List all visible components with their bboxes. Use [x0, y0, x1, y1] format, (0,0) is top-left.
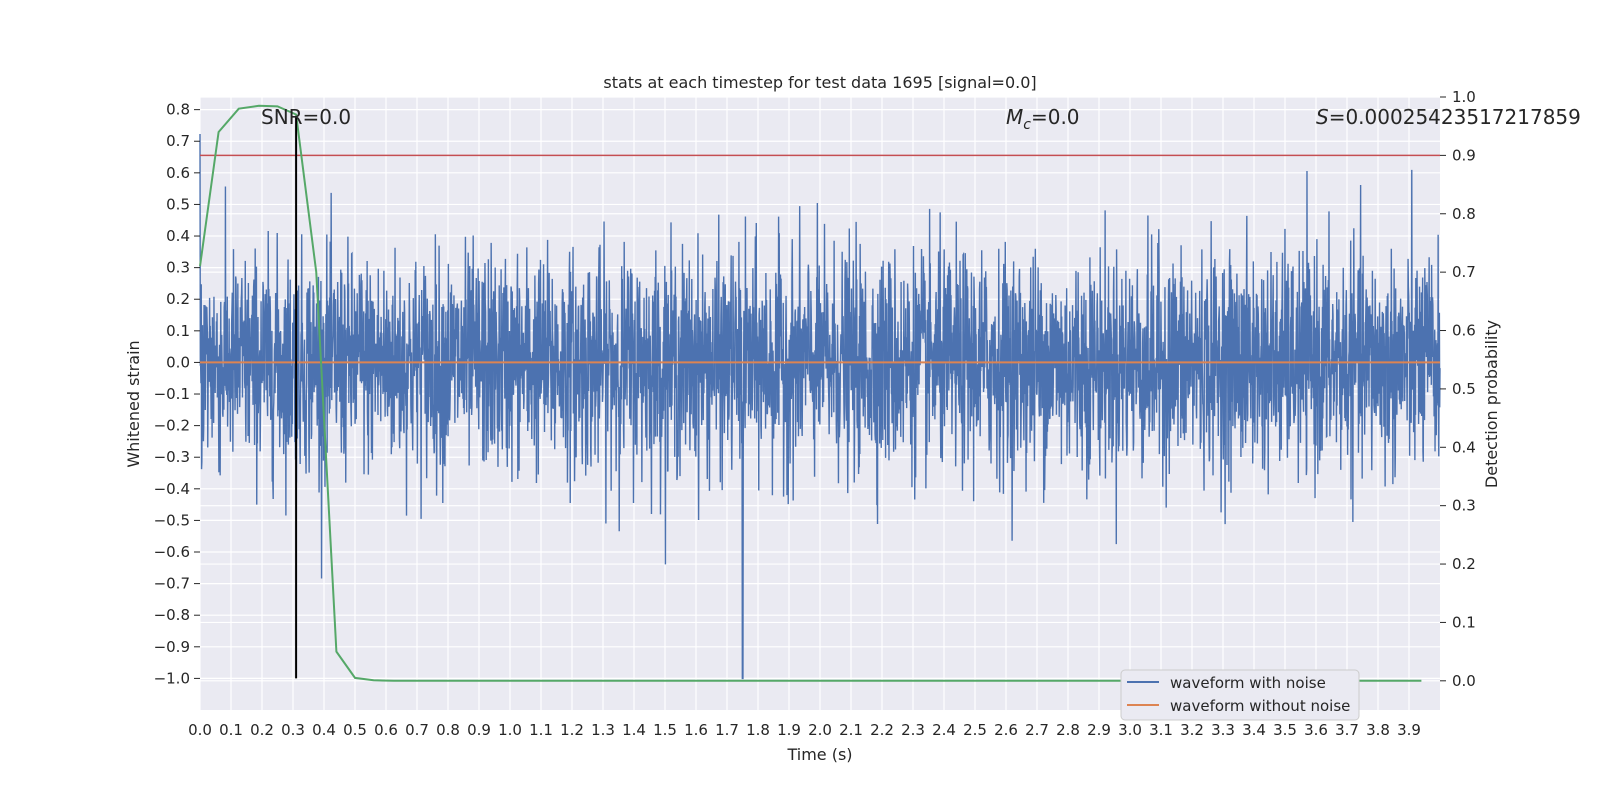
- y-tick-label-left: −0.4: [154, 480, 190, 498]
- y-tick-label-left: −0.2: [154, 417, 190, 435]
- x-tick-label: 0.1: [219, 721, 243, 739]
- y-tick-label-left: −0.7: [154, 575, 190, 593]
- legend-box: [1120, 669, 1360, 721]
- x-tick-label: 3.6: [1304, 721, 1328, 739]
- x-tick-label: 1.2: [560, 721, 584, 739]
- y-tick-label-right: 0.6: [1452, 322, 1476, 340]
- y-tick-label-left: −0.9: [154, 638, 190, 656]
- x-tick-label: 2.8: [1056, 721, 1080, 739]
- y-tick-label-right: 0.1: [1452, 613, 1476, 631]
- x-tick-label: 3.3: [1211, 721, 1235, 739]
- x-axis-label: Time (s): [786, 745, 852, 764]
- y-tick-label-left: −0.3: [154, 448, 190, 466]
- y-tick-label-left: 0.3: [166, 259, 190, 277]
- y-tick-label-left: −0.8: [154, 606, 190, 624]
- x-tick-label: 1.0: [498, 721, 522, 739]
- x-tick-label: 0.9: [467, 721, 491, 739]
- annotation-mc-value: =0.0: [1031, 105, 1080, 129]
- y-tick-label-left: 0.5: [166, 195, 190, 213]
- annotation-mc-subscript: c: [1023, 117, 1031, 133]
- series-lines: [199, 104, 1440, 682]
- y-axis-label-right: Detection probability: [1482, 320, 1501, 488]
- y-tick-label-left: 0.7: [166, 132, 190, 150]
- series-waveform-with-noise: [199, 133, 1441, 680]
- y-tick-label-left: 0.4: [166, 227, 190, 245]
- annotation-snr: SNR=0.0: [261, 105, 351, 129]
- legend-label-noise: waveform with noise: [1170, 674, 1326, 692]
- x-tick-label: 1.5: [653, 721, 677, 739]
- x-tick-label: 3.4: [1242, 721, 1266, 739]
- annotation-mc: Mc=0.0: [1006, 105, 1080, 133]
- y-tick-label-right: 1.0: [1452, 88, 1476, 106]
- y-tick-label-left: 0.0: [166, 353, 190, 371]
- x-tick-label: 3.5: [1273, 721, 1297, 739]
- x-tick-label: 0.7: [405, 721, 429, 739]
- x-tick-label: 2.0: [808, 721, 832, 739]
- x-tick-label: 2.9: [1087, 721, 1111, 739]
- y-tick-label-left: 0.1: [166, 322, 190, 340]
- y-tick-label-right: 0.2: [1452, 555, 1476, 573]
- x-tick-label: 1.6: [684, 721, 708, 739]
- annotation-s-symbol: S: [1316, 105, 1329, 129]
- x-tick-label: 1.9: [777, 721, 801, 739]
- y-axis-label-left: Whitened strain: [124, 340, 143, 467]
- x-tick-label: 3.0: [1118, 721, 1142, 739]
- tick-labels: 0.0 0.1 0.2 0.3 0.4 0.5 0.6 0.7 0.8 0.9 1.0 1.1 1.2 1…: [154, 88, 1476, 739]
- x-tick-label: 2.3: [901, 721, 925, 739]
- y-tick-label-left: −0.6: [154, 543, 190, 561]
- noise-waveform-line: [199, 133, 1441, 680]
- y-tick-label-right: 0.8: [1452, 205, 1476, 223]
- x-tick-label: 2.2: [870, 721, 894, 739]
- x-tick-label: 0.4: [312, 721, 336, 739]
- x-tick-label: 0.3: [281, 721, 305, 739]
- y-tick-label-left: 0.2: [166, 290, 190, 308]
- y-tick-label-right: 0.9: [1452, 146, 1476, 164]
- y-tick-label-left: −1.0: [154, 669, 190, 687]
- annotation-s-value: =0.00025423517217859: [1329, 105, 1581, 129]
- y-tick-label-right: 0.3: [1452, 497, 1476, 515]
- x-tick-label: 0.2: [250, 721, 274, 739]
- x-tick-label: 2.7: [1025, 721, 1049, 739]
- y-tick-label-left: −0.5: [154, 511, 190, 529]
- y-tick-label-right: 0.7: [1452, 263, 1476, 281]
- y-tick-label-left: 0.8: [166, 101, 190, 119]
- x-tick-label: 3.8: [1366, 721, 1390, 739]
- x-tick-label: 3.1: [1149, 721, 1173, 739]
- x-tick-label: 2.4: [932, 721, 956, 739]
- annotation-mc-symbol: M: [1006, 105, 1023, 129]
- chart-title: stats at each timestep for test data 169…: [603, 73, 1036, 92]
- x-tick-label: 0.8: [436, 721, 460, 739]
- detection-probability-line: [199, 104, 1422, 682]
- x-tick-label: 1.8: [746, 721, 770, 739]
- x-tick-label: 1.4: [622, 721, 646, 739]
- y-tick-label-left: 0.6: [166, 164, 190, 182]
- x-tick-label: 2.5: [963, 721, 987, 739]
- x-tick-label: 0.5: [343, 721, 367, 739]
- annotation-s: S=0.00025423517217859: [1316, 105, 1581, 129]
- y-tick-label-left: −0.1: [154, 385, 190, 403]
- y-tick-label-right: 0.4: [1452, 438, 1476, 456]
- y-tick-label-right: 0.5: [1452, 380, 1476, 398]
- x-tick-label: 1.3: [591, 721, 615, 739]
- y-tick-label-right: 0.0: [1452, 672, 1476, 690]
- x-tick-label: 2.1: [839, 721, 863, 739]
- x-tick-label: 3.2: [1180, 721, 1204, 739]
- x-tick-label: 3.7: [1335, 721, 1359, 739]
- x-tick-label: 1.7: [715, 721, 739, 739]
- legend: waveform with noise waveform without noi…: [1120, 669, 1360, 721]
- x-tick-label: 2.6: [994, 721, 1018, 739]
- x-tick-label: 0.0: [188, 721, 212, 739]
- x-tick-label: 1.1: [529, 721, 553, 739]
- x-tick-label: 3.9: [1397, 721, 1421, 739]
- x-tick-label: 0.6: [374, 721, 398, 739]
- legend-label-clean: waveform without noise: [1170, 697, 1350, 715]
